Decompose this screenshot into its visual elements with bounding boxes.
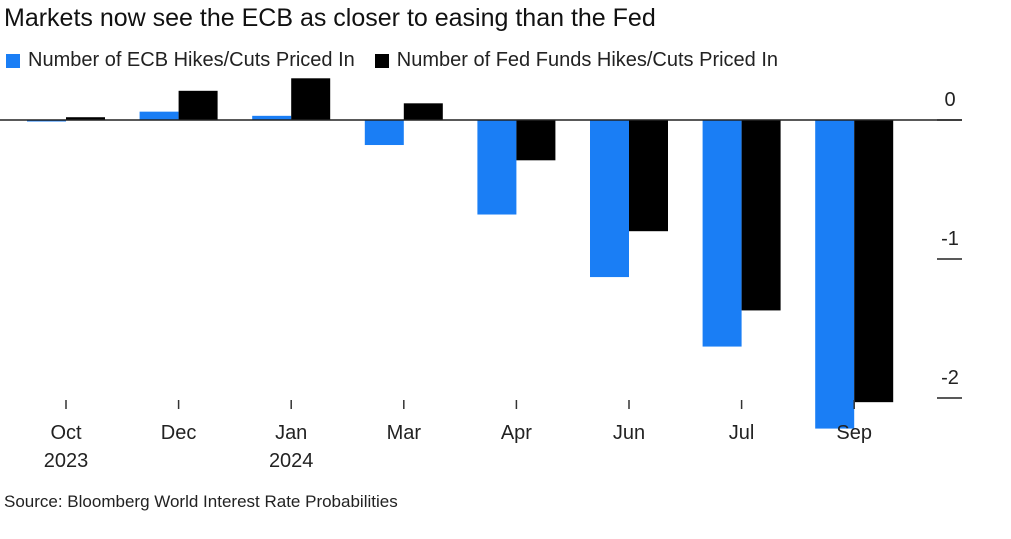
x-tick-label-6: Jul [729, 422, 755, 444]
legend-swatch-fed [374, 53, 389, 68]
bar-ecb-4 [477, 120, 517, 215]
bar-ecb-1 [139, 111, 179, 120]
bar-fed-0 [66, 117, 105, 120]
x-tick-label-year-2: 2024 [269, 450, 314, 472]
bar-ecb-5 [590, 120, 629, 278]
y-tick-label-0: 0 [944, 89, 955, 111]
x-tick-label-4: Apr [501, 422, 532, 444]
y-tick-label-2: -2 [941, 367, 959, 389]
bar-fed-4 [516, 120, 556, 161]
x-tick-label-2: Jan [275, 422, 307, 444]
x-tick-label-5: Jun [613, 422, 645, 444]
bar-fed-5 [629, 120, 668, 232]
x-tick-label-year-0: 2023 [44, 450, 89, 472]
bar-ecb-6 [702, 120, 742, 347]
bar-ecb-3 [364, 120, 404, 146]
bar-ecb-2 [252, 115, 292, 120]
bar-fed-3 [403, 103, 443, 120]
x-tick-label-1: Dec [161, 422, 197, 444]
x-tick-label-7: Sep [836, 422, 872, 444]
legend-item-ecb: Number of ECB Hikes/Cuts Priced In [6, 49, 355, 72]
legend-swatch-ecb [6, 53, 20, 68]
chart-title: Markets now see the ECB as closer to eas… [4, 4, 656, 32]
source-note: Source: Bloomberg World Interest Rate Pr… [4, 492, 398, 511]
bar-fed-1 [178, 90, 218, 120]
legend-label-fed: Number of Fed Funds Hikes/Cuts Priced In [396, 49, 779, 71]
legend-label-ecb: Number of ECB Hikes/Cuts Priced In [28, 49, 355, 71]
bar-fed-6 [741, 120, 781, 311]
bar-fed-7 [854, 120, 894, 403]
bar-ecb-7 [815, 120, 855, 429]
chart-legend: Number of ECB Hikes/Cuts Priced In Numbe… [6, 49, 798, 72]
legend-item-fed: Number of Fed Funds Hikes/Cuts Priced In [374, 49, 779, 72]
x-tick-label-3: Mar [387, 422, 422, 444]
bar-fed-2 [291, 78, 331, 120]
y-tick-label-1: -1 [941, 228, 959, 250]
x-tick-label-0: Oct [50, 422, 82, 444]
